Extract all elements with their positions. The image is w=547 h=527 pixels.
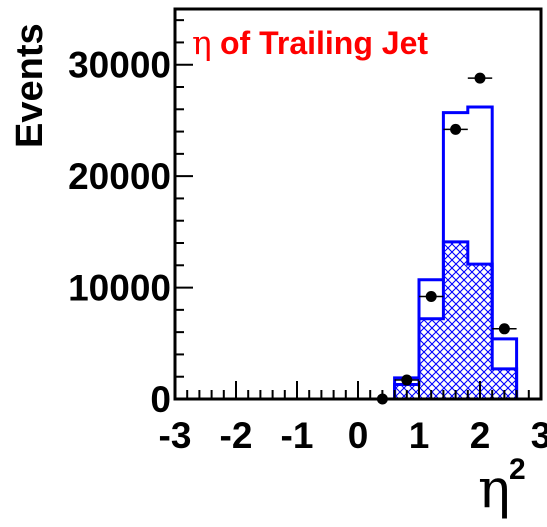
data-points [370,72,517,405]
y-tick-label: 0 [150,379,171,420]
data-point [498,323,510,335]
data-point [401,374,413,386]
data-point [450,123,462,135]
x-tick-label: 2 [470,415,491,456]
x-tick-label: 0 [348,415,369,456]
x-tick-labels: -3 -2 -1 0 1 2 3 [159,415,547,456]
y-tick-label: 10000 [68,268,171,309]
y-tick-label: 30000 [68,45,171,86]
y-axis-title: Events [9,23,51,148]
chart-title: of Trailing Jet [220,25,428,61]
x-tick-label: -1 [281,415,314,456]
y-tick-label: 20000 [68,156,171,197]
axis-ticks [174,19,542,400]
x-axis-title-superscript: 2 [509,453,526,486]
data-point [474,72,486,84]
x-tick-label: 1 [409,415,430,456]
data-point [425,290,437,302]
x-tick-label: -2 [220,415,253,456]
x-tick-label: 3 [531,415,547,456]
hatched-bar [443,241,468,399]
hatched-bar [467,264,493,399]
x-tick-label: -3 [159,415,192,456]
hatched-histogram [175,240,541,401]
chart-title-symbol: η [192,23,212,62]
y-tick-labels: 0 10000 20000 30000 [68,45,171,420]
hatched-bar [419,318,444,399]
x-axis-title: η [478,457,510,520]
